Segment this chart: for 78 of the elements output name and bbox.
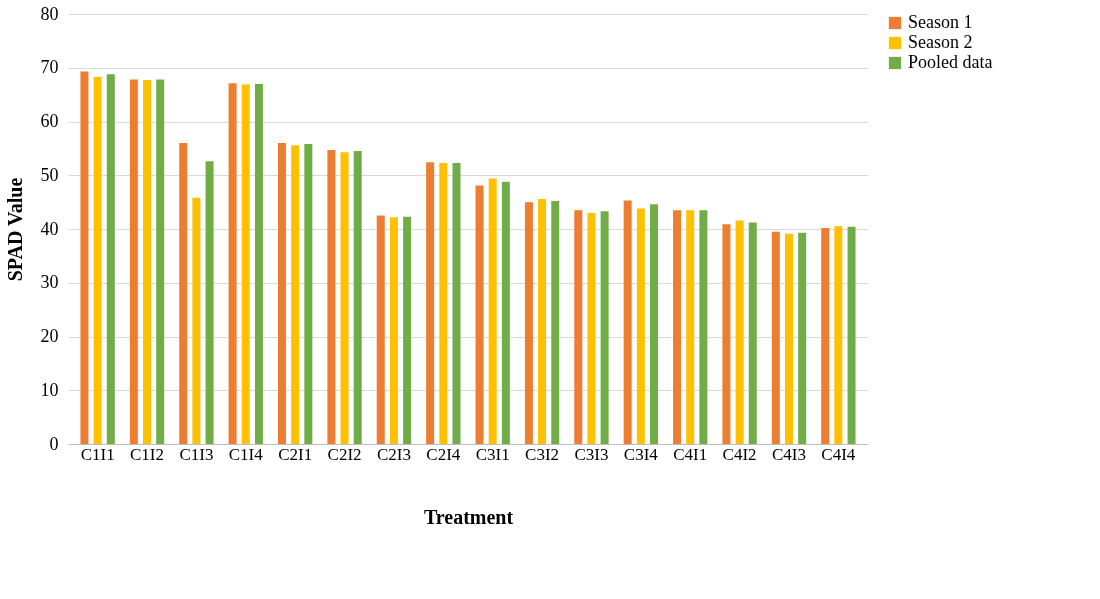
- bar: [686, 210, 695, 444]
- bar: [623, 200, 632, 444]
- x-axis-title: Treatment: [423, 505, 514, 528]
- bar: [129, 79, 138, 444]
- bar: [439, 162, 448, 444]
- bar: [475, 185, 484, 444]
- bar: [574, 210, 583, 444]
- bar: [241, 84, 250, 444]
- y-axis-title: SPAD Value: [3, 177, 26, 282]
- x-tick-label: C4I1: [673, 444, 708, 464]
- bar: [340, 152, 349, 444]
- x-tick-label: C1I3: [179, 444, 214, 464]
- y-tick-label: 60: [40, 111, 59, 131]
- x-tick-label: C2I4: [426, 444, 461, 464]
- bar: [699, 210, 708, 444]
- bar: [143, 80, 152, 444]
- bar: [228, 83, 237, 444]
- bar: [80, 71, 89, 444]
- x-tick-label: C1I1: [80, 444, 115, 464]
- x-tick-label: C4I3: [771, 444, 806, 464]
- x-tick-label: C4I4: [821, 444, 856, 464]
- y-tick-label: 0: [49, 433, 59, 454]
- bar: [551, 201, 560, 444]
- bar: [524, 202, 533, 444]
- x-tick-label: C1I4: [228, 444, 264, 464]
- bar: [426, 162, 435, 444]
- x-tick-label: C2I2: [327, 444, 362, 464]
- x-tick-label: C1I2: [130, 444, 165, 464]
- bar: [403, 216, 412, 444]
- bar: [205, 161, 214, 444]
- bar: [452, 162, 461, 444]
- bar: [389, 217, 398, 444]
- y-tick-label: 80: [40, 3, 59, 24]
- bar: [784, 233, 793, 444]
- bar: [179, 143, 188, 444]
- bar: [254, 83, 263, 444]
- bar: [304, 144, 313, 444]
- y-tick-label: 40: [40, 218, 59, 239]
- bar: [834, 226, 843, 444]
- x-tick-label: C4I2: [722, 444, 757, 464]
- x-tick-label: C2I1: [278, 444, 313, 464]
- bar: [327, 149, 336, 444]
- bar: [771, 231, 780, 444]
- legend-label: Season 2: [908, 32, 973, 52]
- x-tick-label: C3I3: [574, 444, 609, 464]
- x-tick-label: C3I4: [623, 444, 659, 464]
- bar: [353, 151, 362, 444]
- bar: [156, 79, 165, 444]
- y-tick-label: 70: [40, 57, 59, 78]
- bar: [600, 211, 609, 444]
- bar: [106, 74, 115, 444]
- bar: [748, 222, 757, 444]
- legend-label: Season 1: [908, 12, 973, 32]
- y-tick-label: 20: [40, 326, 59, 346]
- bar: [587, 212, 596, 444]
- bar: [798, 232, 807, 444]
- bar: [650, 204, 659, 444]
- y-tick-label: 50: [40, 164, 59, 185]
- legend-label: Pooled data: [908, 52, 993, 72]
- bar: [538, 198, 547, 444]
- x-tick-label: C3I2: [525, 444, 560, 464]
- bar: [277, 143, 286, 444]
- bar: [93, 76, 102, 444]
- x-tick-label: C2I3: [376, 444, 411, 464]
- bar: [722, 224, 731, 444]
- bar: [847, 226, 856, 444]
- bar: [673, 210, 682, 444]
- y-tick-label: 10: [40, 379, 59, 400]
- bar: [192, 197, 201, 444]
- x-tick-label: C3I1: [475, 444, 510, 464]
- bar: [501, 181, 510, 444]
- bar: [376, 215, 385, 444]
- bar: [291, 145, 300, 444]
- y-tick-label: 30: [40, 272, 59, 293]
- bar: [488, 178, 497, 444]
- bar: [735, 220, 744, 444]
- bar: [821, 227, 830, 444]
- bar: [636, 208, 645, 444]
